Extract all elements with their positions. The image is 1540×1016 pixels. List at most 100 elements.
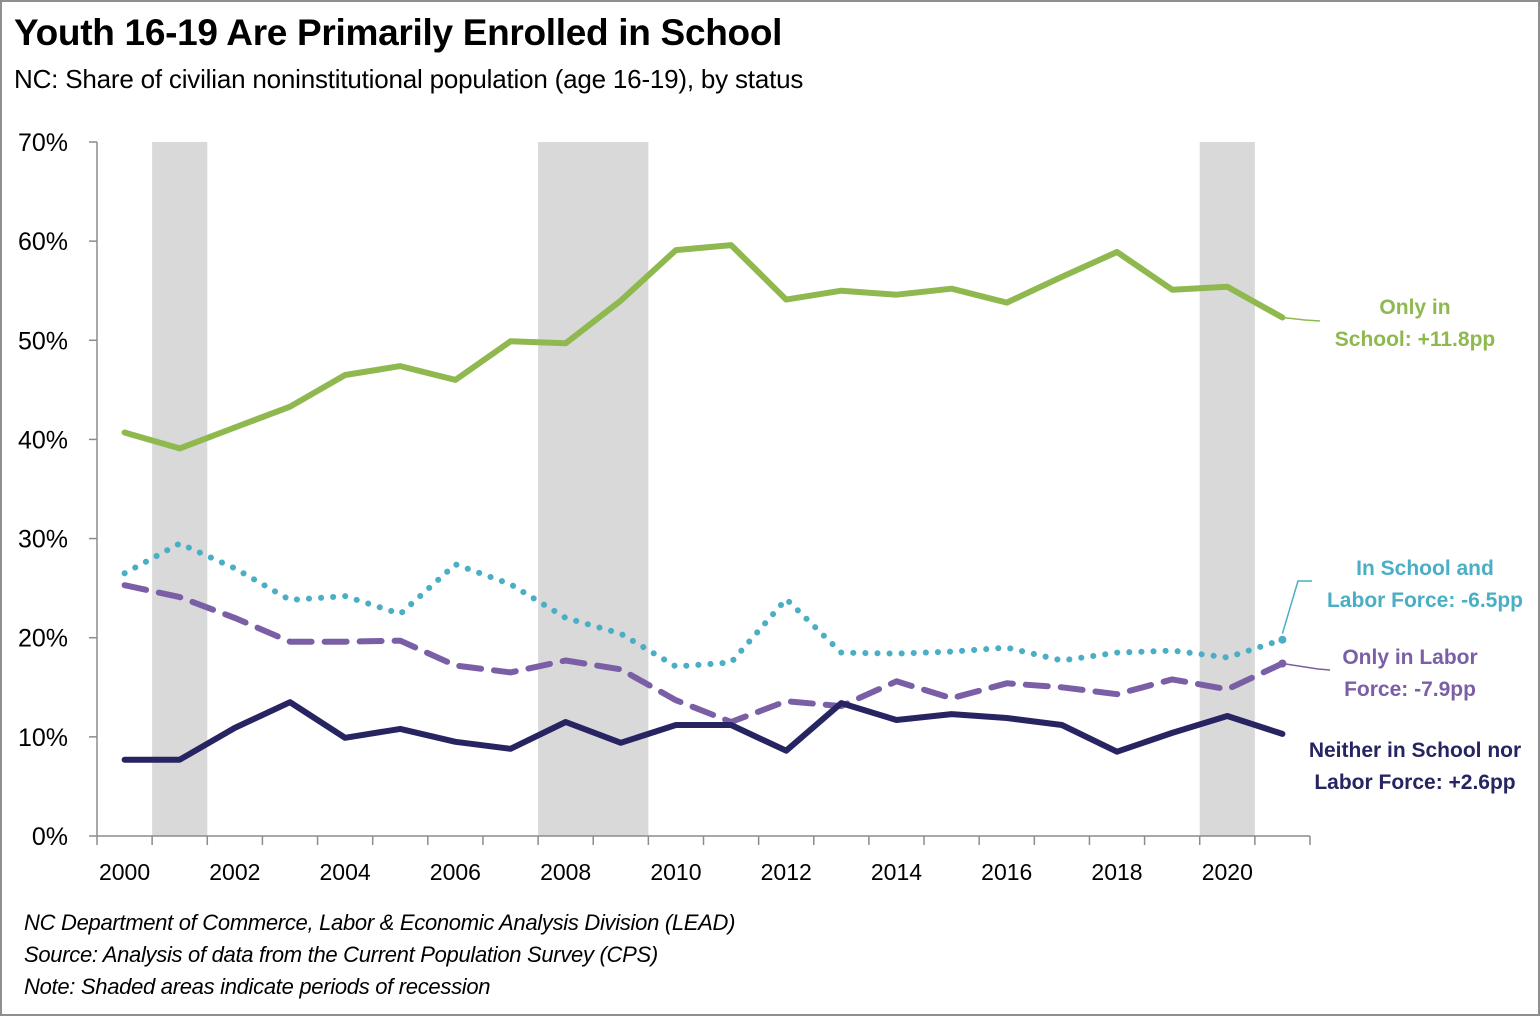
x-tick-label: 2008 (540, 859, 591, 885)
data-point-neither-in-school-nor-labor-force (123, 758, 127, 762)
data-point-in-school-and-labor-force (288, 598, 292, 602)
data-point-only-in-school (233, 426, 237, 430)
data-point-neither-in-school-nor-labor-force (1280, 732, 1284, 736)
series-label-in-school-and-labor-force: In School and (1356, 557, 1494, 580)
data-point-neither-in-school-nor-labor-force (564, 720, 568, 724)
chart-subtitle: NC: Share of civilian noninstitutional p… (14, 64, 804, 94)
data-point-only-in-labor-force (950, 696, 954, 700)
data-point-in-school-and-labor-force (1115, 651, 1119, 655)
data-point-only-in-labor-force (564, 659, 568, 663)
data-point-only-in-school (839, 289, 843, 293)
data-point-only-in-labor-force (619, 667, 623, 671)
leader-line-only-in-labor-force (1282, 662, 1331, 671)
data-point-only-in-school (288, 405, 292, 409)
data-point-only-in-school (453, 378, 457, 382)
data-point-only-in-labor-force (1060, 685, 1064, 689)
data-point-only-in-school (1115, 250, 1119, 254)
series-label-neither-in-school-nor-labor-force: Labor Force: +2.6pp (1314, 771, 1515, 794)
data-point-only-in-labor-force (288, 640, 292, 644)
recession-bands (152, 142, 1255, 836)
y-tick-label: 50% (18, 327, 68, 355)
data-point-only-in-school (1005, 301, 1009, 305)
series-label-only-in-school: Only in (1379, 296, 1450, 319)
data-point-only-in-labor-force (1005, 681, 1009, 685)
x-tick-label: 2012 (761, 859, 812, 885)
data-point-neither-in-school-nor-labor-force (674, 723, 678, 727)
data-point-neither-in-school-nor-labor-force (1005, 716, 1009, 720)
data-point-only-in-school (123, 431, 127, 435)
data-point-in-school-and-labor-force (233, 566, 237, 570)
data-point-neither-in-school-nor-labor-force (1170, 731, 1174, 735)
data-point-only-in-school (1225, 285, 1229, 289)
x-tick-label: 2016 (981, 859, 1032, 885)
data-point-only-in-labor-force (1225, 687, 1229, 691)
data-point-in-school-and-labor-force (509, 582, 513, 586)
recession-band (1199, 142, 1255, 836)
y-tick-label: 70% (18, 129, 68, 157)
data-point-only-in-labor-force (398, 639, 402, 643)
leader-line-in-school-and-labor-force (1281, 580, 1312, 634)
data-point-in-school-and-labor-force (895, 652, 899, 656)
data-point-in-school-and-labor-force (674, 665, 678, 669)
data-point-only-in-school (895, 293, 899, 297)
data-point-only-in-school (729, 243, 733, 247)
data-point-in-school-and-labor-force (1225, 656, 1229, 660)
series-lines (121, 242, 1286, 763)
series-label-only-in-labor-force: Force: -7.9pp (1344, 678, 1476, 701)
data-point-only-in-labor-force (509, 670, 513, 674)
data-point-neither-in-school-nor-labor-force (398, 727, 402, 731)
x-tick-label: 2014 (871, 859, 922, 885)
data-point-in-school-and-labor-force (398, 612, 402, 616)
data-point-only-in-labor-force (233, 616, 237, 620)
data-point-neither-in-school-nor-labor-force (1225, 714, 1229, 718)
data-point-only-in-labor-force (895, 679, 899, 683)
data-point-neither-in-school-nor-labor-force (288, 700, 292, 704)
data-point-neither-in-school-nor-labor-force (729, 723, 733, 727)
x-tick-label: 2010 (650, 859, 701, 885)
series-line-neither-in-school-nor-labor-force (121, 699, 1286, 763)
data-point-in-school-and-labor-force (343, 594, 347, 598)
data-point-only-in-school (619, 299, 623, 303)
footer-source: Source: Analysis of data from the Curren… (24, 942, 658, 967)
x-tick-label: 2004 (320, 859, 371, 885)
series-line-only-in-school (121, 242, 1286, 452)
data-point-only-in-labor-force (1170, 677, 1174, 681)
x-tick-label: 2018 (1091, 859, 1142, 885)
series-labels: Only in School: +11.8pp In School and Labor… (1278, 296, 1523, 794)
series-line-in-school-and-labor-force (121, 540, 1286, 670)
data-point-only-in-labor-force (343, 640, 347, 644)
footer-credit: NC Department of Commerce, Labor & Econo… (24, 910, 736, 935)
y-tick-label: 20% (18, 625, 68, 653)
leader-line-only-in-school (1282, 316, 1321, 322)
data-point-neither-in-school-nor-labor-force (233, 726, 237, 730)
data-point-neither-in-school-nor-labor-force (839, 701, 843, 705)
data-point-only-in-school (1170, 288, 1174, 292)
data-point-neither-in-school-nor-labor-force (950, 712, 954, 716)
chart-title: Youth 16-19 Are Primarily Enrolled in Sc… (14, 12, 783, 53)
recession-band (152, 142, 208, 836)
data-point-neither-in-school-nor-labor-force (453, 740, 457, 744)
end-marker-only-in-labor-force (1278, 659, 1287, 668)
x-tick-label: 2000 (99, 859, 150, 885)
recession-band (538, 142, 649, 836)
y-tick-label: 30% (18, 526, 68, 554)
data-point-in-school-and-labor-force (784, 597, 788, 601)
x-tick-label: 2002 (209, 859, 260, 885)
data-point-only-in-labor-force (178, 595, 182, 599)
data-point-only-in-labor-force (453, 664, 457, 668)
data-point-only-in-labor-force (123, 583, 127, 587)
data-point-neither-in-school-nor-labor-force (1115, 750, 1119, 754)
data-point-in-school-and-labor-force (839, 651, 843, 655)
series-label-neither-in-school-nor-labor-force: Neither in School nor (1309, 739, 1521, 762)
data-point-in-school-and-labor-force (178, 542, 182, 546)
data-point-in-school-and-labor-force (564, 616, 568, 620)
data-point-only-in-labor-force (674, 698, 678, 702)
data-point-only-in-school (509, 339, 513, 343)
data-point-neither-in-school-nor-labor-force (895, 718, 899, 722)
end-marker-in-school-and-labor-force (1278, 635, 1287, 644)
series-label-in-school-and-labor-force: Labor Force: -6.5pp (1327, 589, 1523, 612)
series-label-only-in-school: School: +11.8pp (1335, 328, 1495, 351)
data-point-only-in-labor-force (784, 699, 788, 703)
data-point-in-school-and-labor-force (619, 632, 623, 636)
data-point-in-school-and-labor-force (950, 650, 954, 654)
